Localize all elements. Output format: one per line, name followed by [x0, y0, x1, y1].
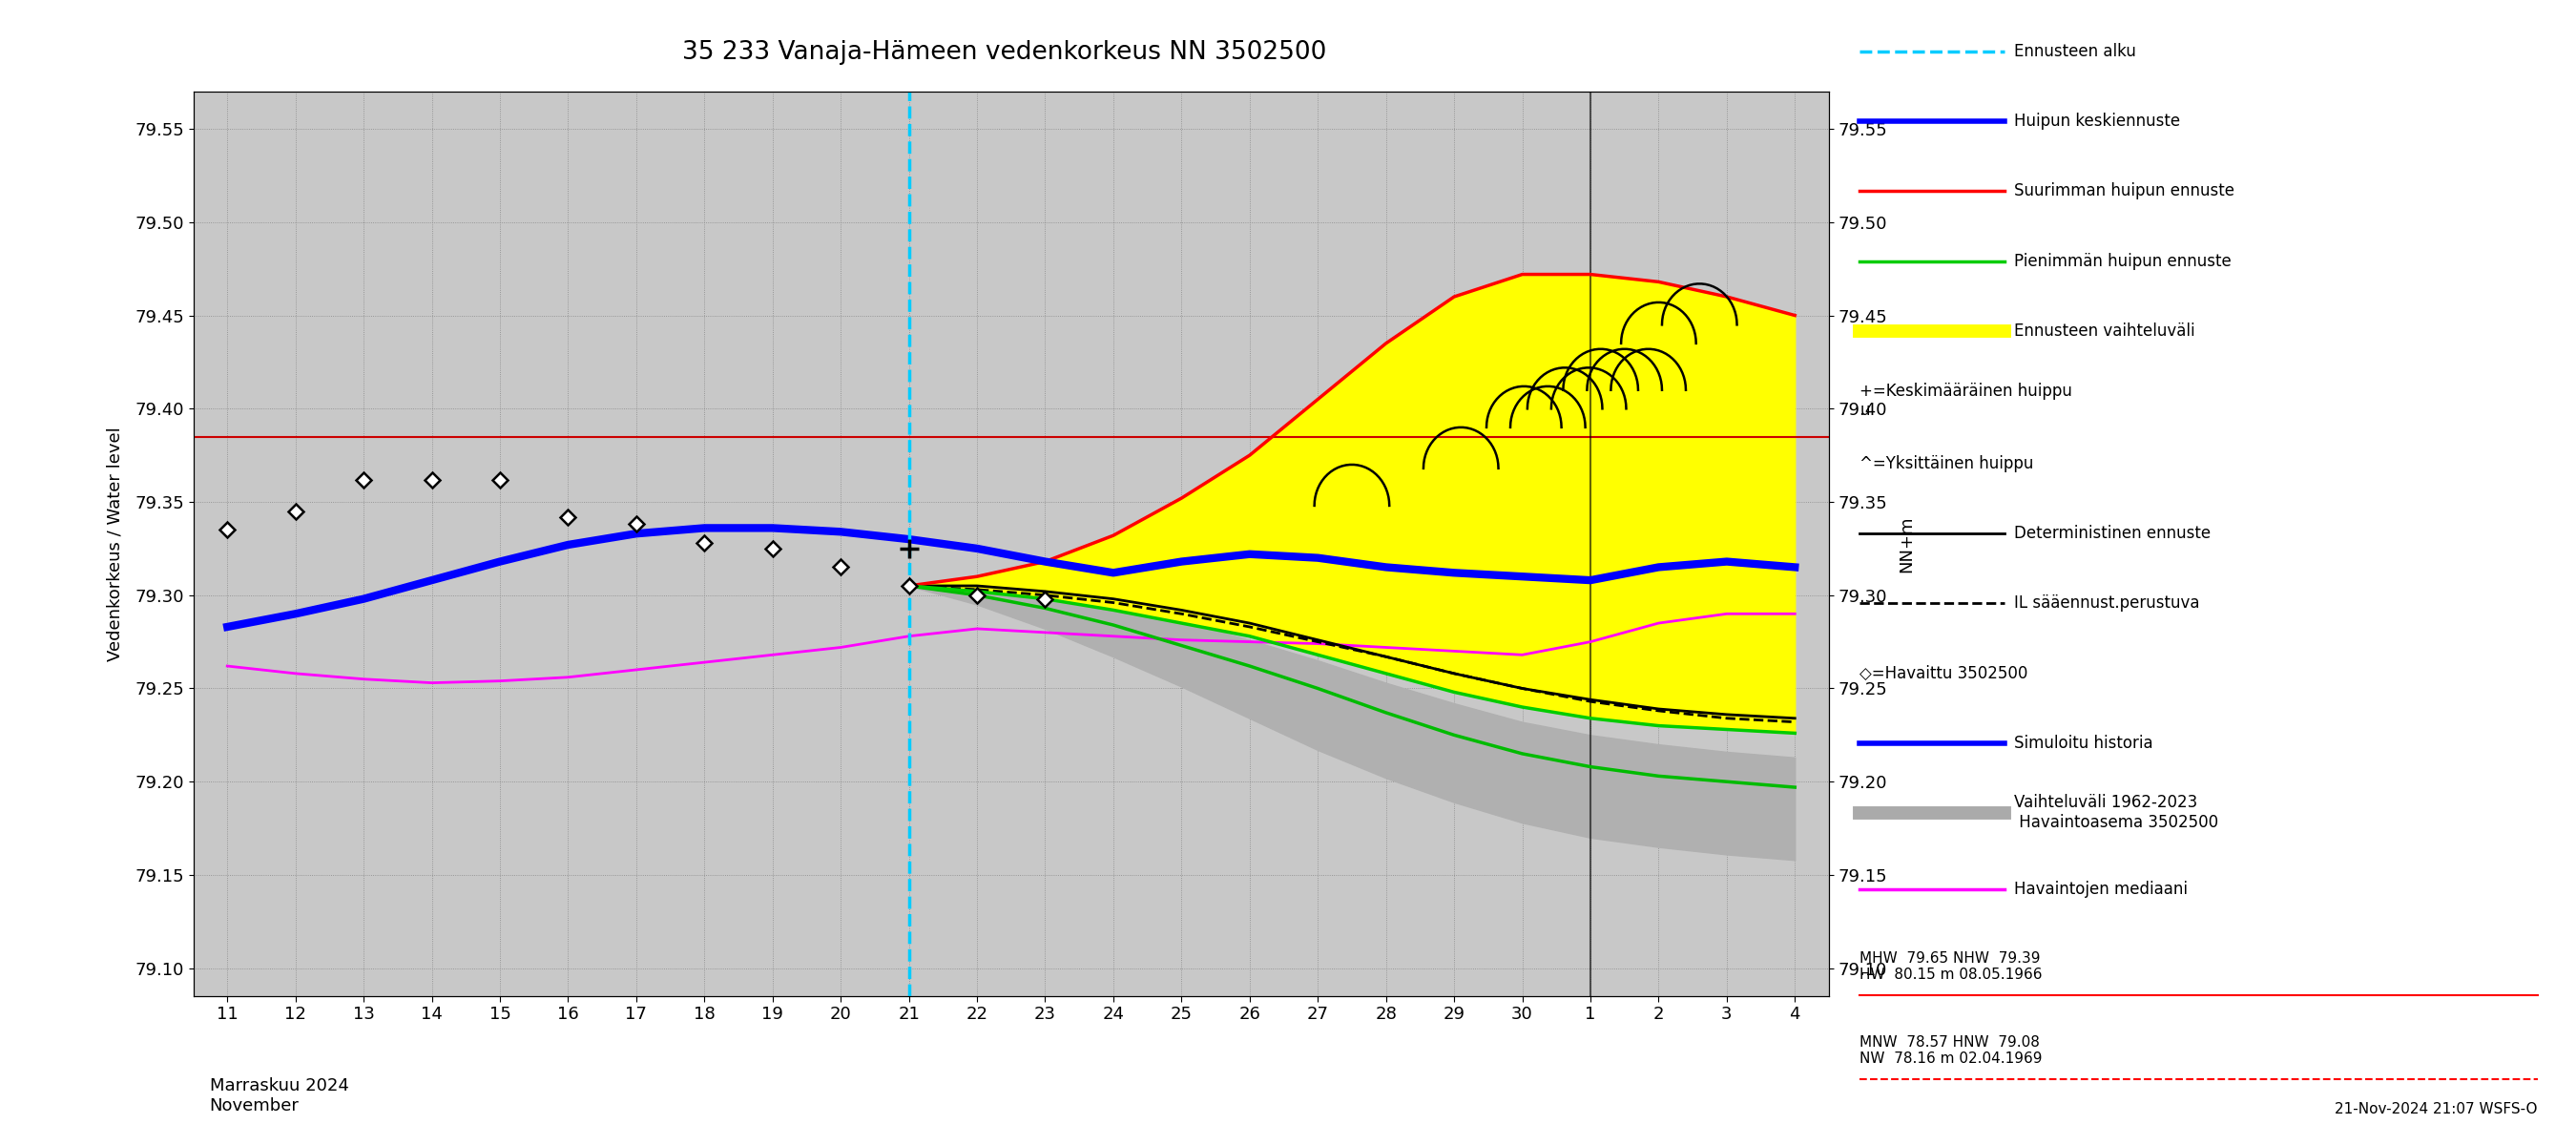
Text: Simuloitu historia: Simuloitu historia — [2014, 734, 2154, 751]
Text: Ennusteen alku: Ennusteen alku — [2014, 42, 2136, 60]
Text: Deterministinen ennuste: Deterministinen ennuste — [2014, 524, 2210, 542]
Text: 35 233 Vanaja-Hämeen vedenkorkeus NN 3502500: 35 233 Vanaja-Hämeen vedenkorkeus NN 350… — [683, 40, 1327, 65]
Text: Pienimmän huipun ennuste: Pienimmän huipun ennuste — [2014, 252, 2231, 269]
Text: IL sääennust.perustuva: IL sääennust.perustuva — [2014, 594, 2200, 611]
Y-axis label: Vedenkorkeus / Water level: Vedenkorkeus / Water level — [106, 427, 124, 661]
Text: Marraskuu 2024
November: Marraskuu 2024 November — [209, 1077, 348, 1114]
Text: Vaihteluväli 1962-2023
 Havaintoasema 3502500: Vaihteluväli 1962-2023 Havaintoasema 350… — [2014, 795, 2218, 831]
Text: ◇=Havaittu 3502500: ◇=Havaittu 3502500 — [1860, 664, 2027, 681]
Text: MHW  79.65 NHW  79.39
HW  80.15 m 08.05.1966: MHW 79.65 NHW 79.39 HW 80.15 m 08.05.196… — [1860, 951, 2043, 982]
Text: Havaintojen mediaani: Havaintojen mediaani — [2014, 881, 2187, 898]
Text: Suurimman huipun ennuste: Suurimman huipun ennuste — [2014, 182, 2236, 199]
Text: +=Keskimääräinen huippu
u: +=Keskimääräinen huippu u — [1860, 382, 2074, 419]
Text: 21-Nov-2024 21:07 WSFS-O: 21-Nov-2024 21:07 WSFS-O — [2334, 1101, 2537, 1116]
Y-axis label: NN+m: NN+m — [1899, 515, 1917, 572]
Text: ^=Yksittäinen huippu: ^=Yksittäinen huippu — [1860, 455, 2035, 472]
Text: MNW  78.57 HNW  79.08
NW  78.16 m 02.04.1969: MNW 78.57 HNW 79.08 NW 78.16 m 02.04.196… — [1860, 1035, 2043, 1066]
Text: Ennusteen vaihteluväli: Ennusteen vaihteluväli — [2014, 322, 2195, 339]
Text: Huipun keskiennuste: Huipun keskiennuste — [2014, 113, 2179, 129]
